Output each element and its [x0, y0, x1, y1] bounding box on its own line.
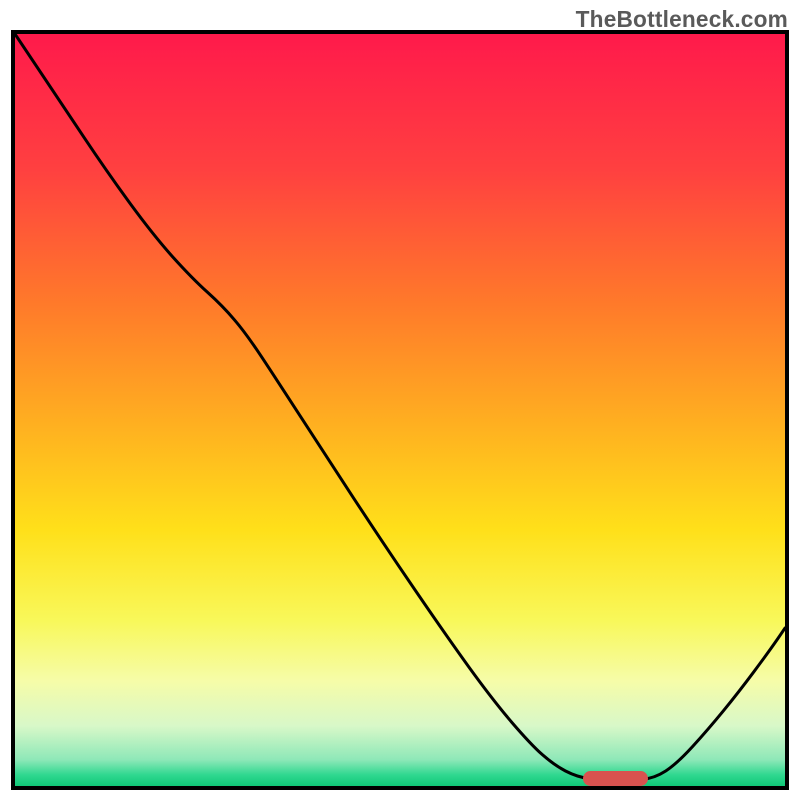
curve-svg: [15, 34, 785, 786]
watermark-text: TheBottleneck.com: [576, 6, 788, 33]
optimum-marker: [583, 771, 649, 786]
chart-frame: TheBottleneck.com: [0, 0, 800, 800]
performance-curve: [15, 34, 785, 780]
plot-inner: [11, 30, 789, 790]
plot-area: [11, 30, 789, 790]
